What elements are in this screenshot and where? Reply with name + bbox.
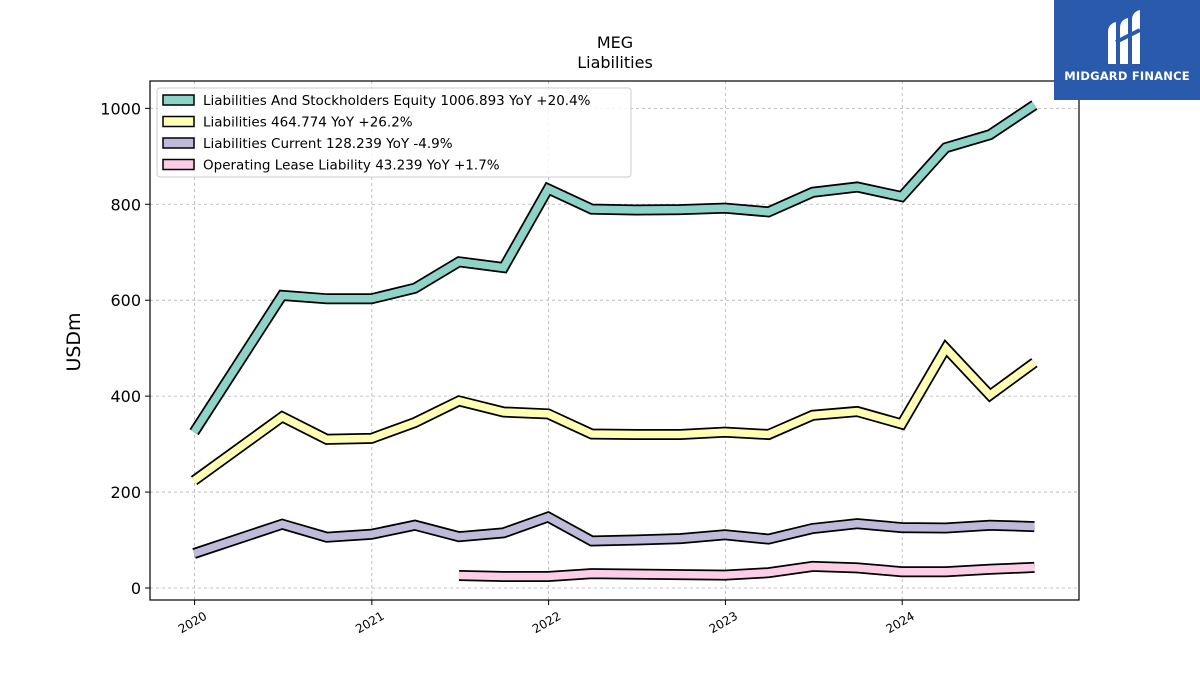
y-tick-label: 0	[131, 579, 141, 598]
series-line	[458, 562, 1035, 581]
legend-entry: Liabilities 464.774 YoY +26.2%	[203, 115, 413, 131]
y-tick-label: 1000	[100, 99, 141, 118]
legend-entry: Liabilities And Stockholders Equity 1006…	[203, 93, 591, 109]
series-line	[190, 101, 1037, 435]
brand-name: MIDGARD FINANCE	[1064, 69, 1190, 83]
x-axis-ticks: 2020 2021 2022 2023 2024	[176, 600, 917, 636]
y-tick-label: 800	[110, 195, 141, 214]
series-line	[191, 341, 1037, 484]
legend-swatch	[162, 158, 195, 171]
x-tick-label: 2024	[883, 609, 916, 636]
x-tick-label: 2020	[176, 609, 209, 636]
y-axis-label: USDm	[63, 312, 85, 371]
legend: Liabilities And Stockholders Equity 1006…	[156, 87, 632, 178]
x-tick-label: 2021	[353, 609, 386, 636]
legend-swatch	[162, 137, 195, 149]
legend-entry: Liabilities Current 128.239 YoY -4.9%	[203, 136, 453, 152]
chart-title: MEG	[597, 33, 633, 52]
series-lines	[189, 100, 1038, 582]
y-tick-label: 400	[110, 387, 141, 406]
logo-mark-icon	[1108, 10, 1141, 64]
legend-swatch	[162, 94, 195, 106]
plot-frame	[149, 80, 1080, 601]
legend-entry: Operating Lease Liability 43.239 YoY +1.…	[203, 158, 500, 174]
chart-subtitle: Liabilities	[577, 53, 653, 72]
x-tick-label: 2023	[707, 609, 740, 636]
legend-box	[156, 87, 632, 178]
x-tick-label: 2022	[530, 609, 563, 636]
series-line	[192, 512, 1035, 558]
y-tick-label: 200	[110, 483, 141, 502]
y-tick-label: 600	[110, 291, 141, 310]
y-axis-ticks: 0 200 400 600 800 1000	[100, 99, 150, 598]
legend-swatch	[162, 115, 195, 128]
brand-logo: MIDGARD FINANCE	[1054, 0, 1200, 100]
